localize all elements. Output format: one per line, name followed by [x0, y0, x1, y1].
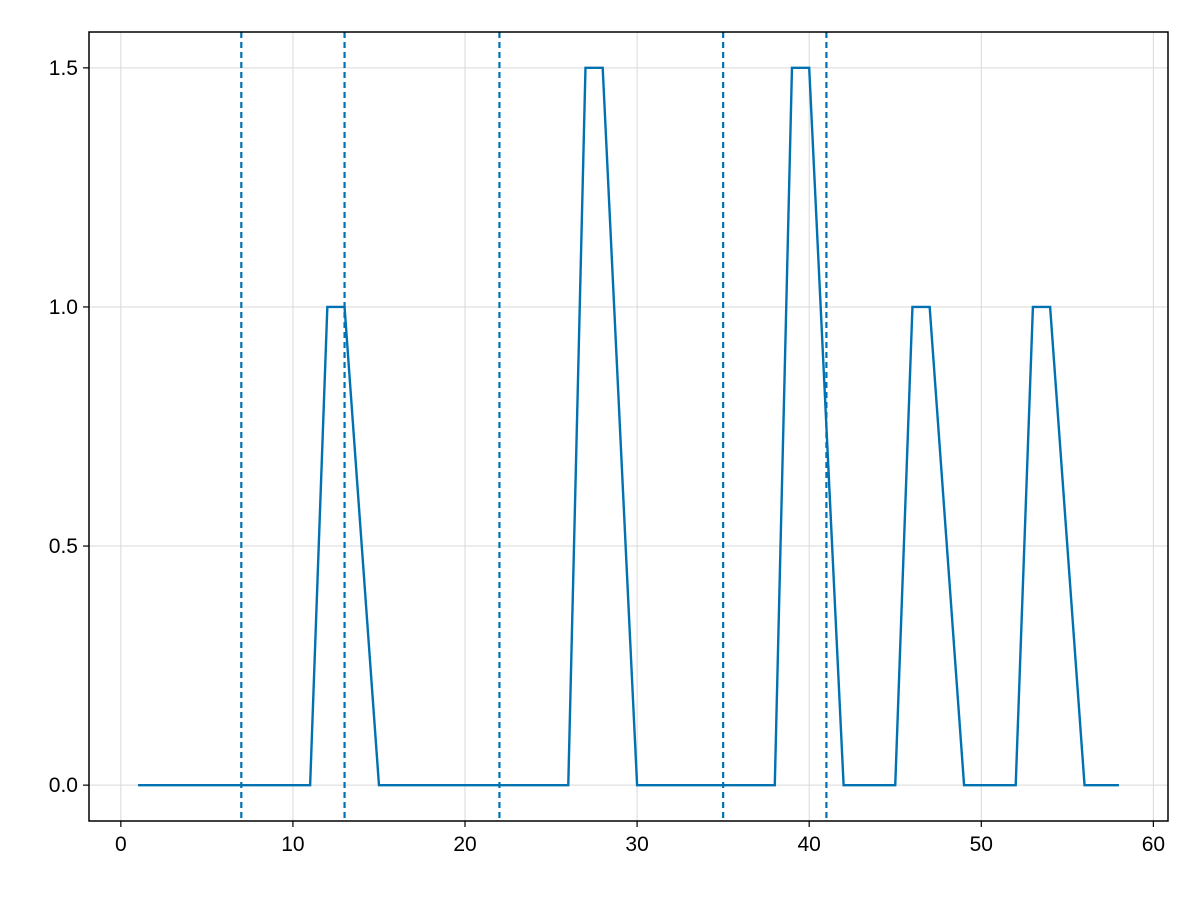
- series-layer: [138, 66, 1119, 787]
- y-tick-label: 1.0: [49, 296, 78, 319]
- x-tick-label: 40: [798, 833, 821, 856]
- y-tick-label: 0.0: [49, 774, 78, 797]
- vline-layer: [240, 32, 828, 821]
- series-line: [138, 66, 1119, 787]
- y-tick-label: 0.5: [49, 535, 78, 558]
- x-tick-label: 60: [1142, 833, 1165, 856]
- x-tick-label: 10: [281, 833, 304, 856]
- x-tick-label: 20: [453, 833, 476, 856]
- grid-layer: [89, 32, 1168, 821]
- x-tick-label: 30: [625, 833, 648, 856]
- plot-frame: [88, 31, 1169, 822]
- x-tick-label: 50: [970, 833, 993, 856]
- y-tick-label: 1.5: [49, 57, 78, 80]
- tick-layer: 0 10 20 30 40 50 60 0.0 0.5 1.0 1.5: [49, 57, 1165, 856]
- x-tick-label: 0: [115, 833, 127, 856]
